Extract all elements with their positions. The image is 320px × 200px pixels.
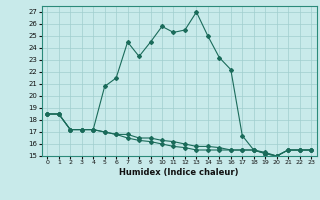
X-axis label: Humidex (Indice chaleur): Humidex (Indice chaleur) — [119, 168, 239, 177]
